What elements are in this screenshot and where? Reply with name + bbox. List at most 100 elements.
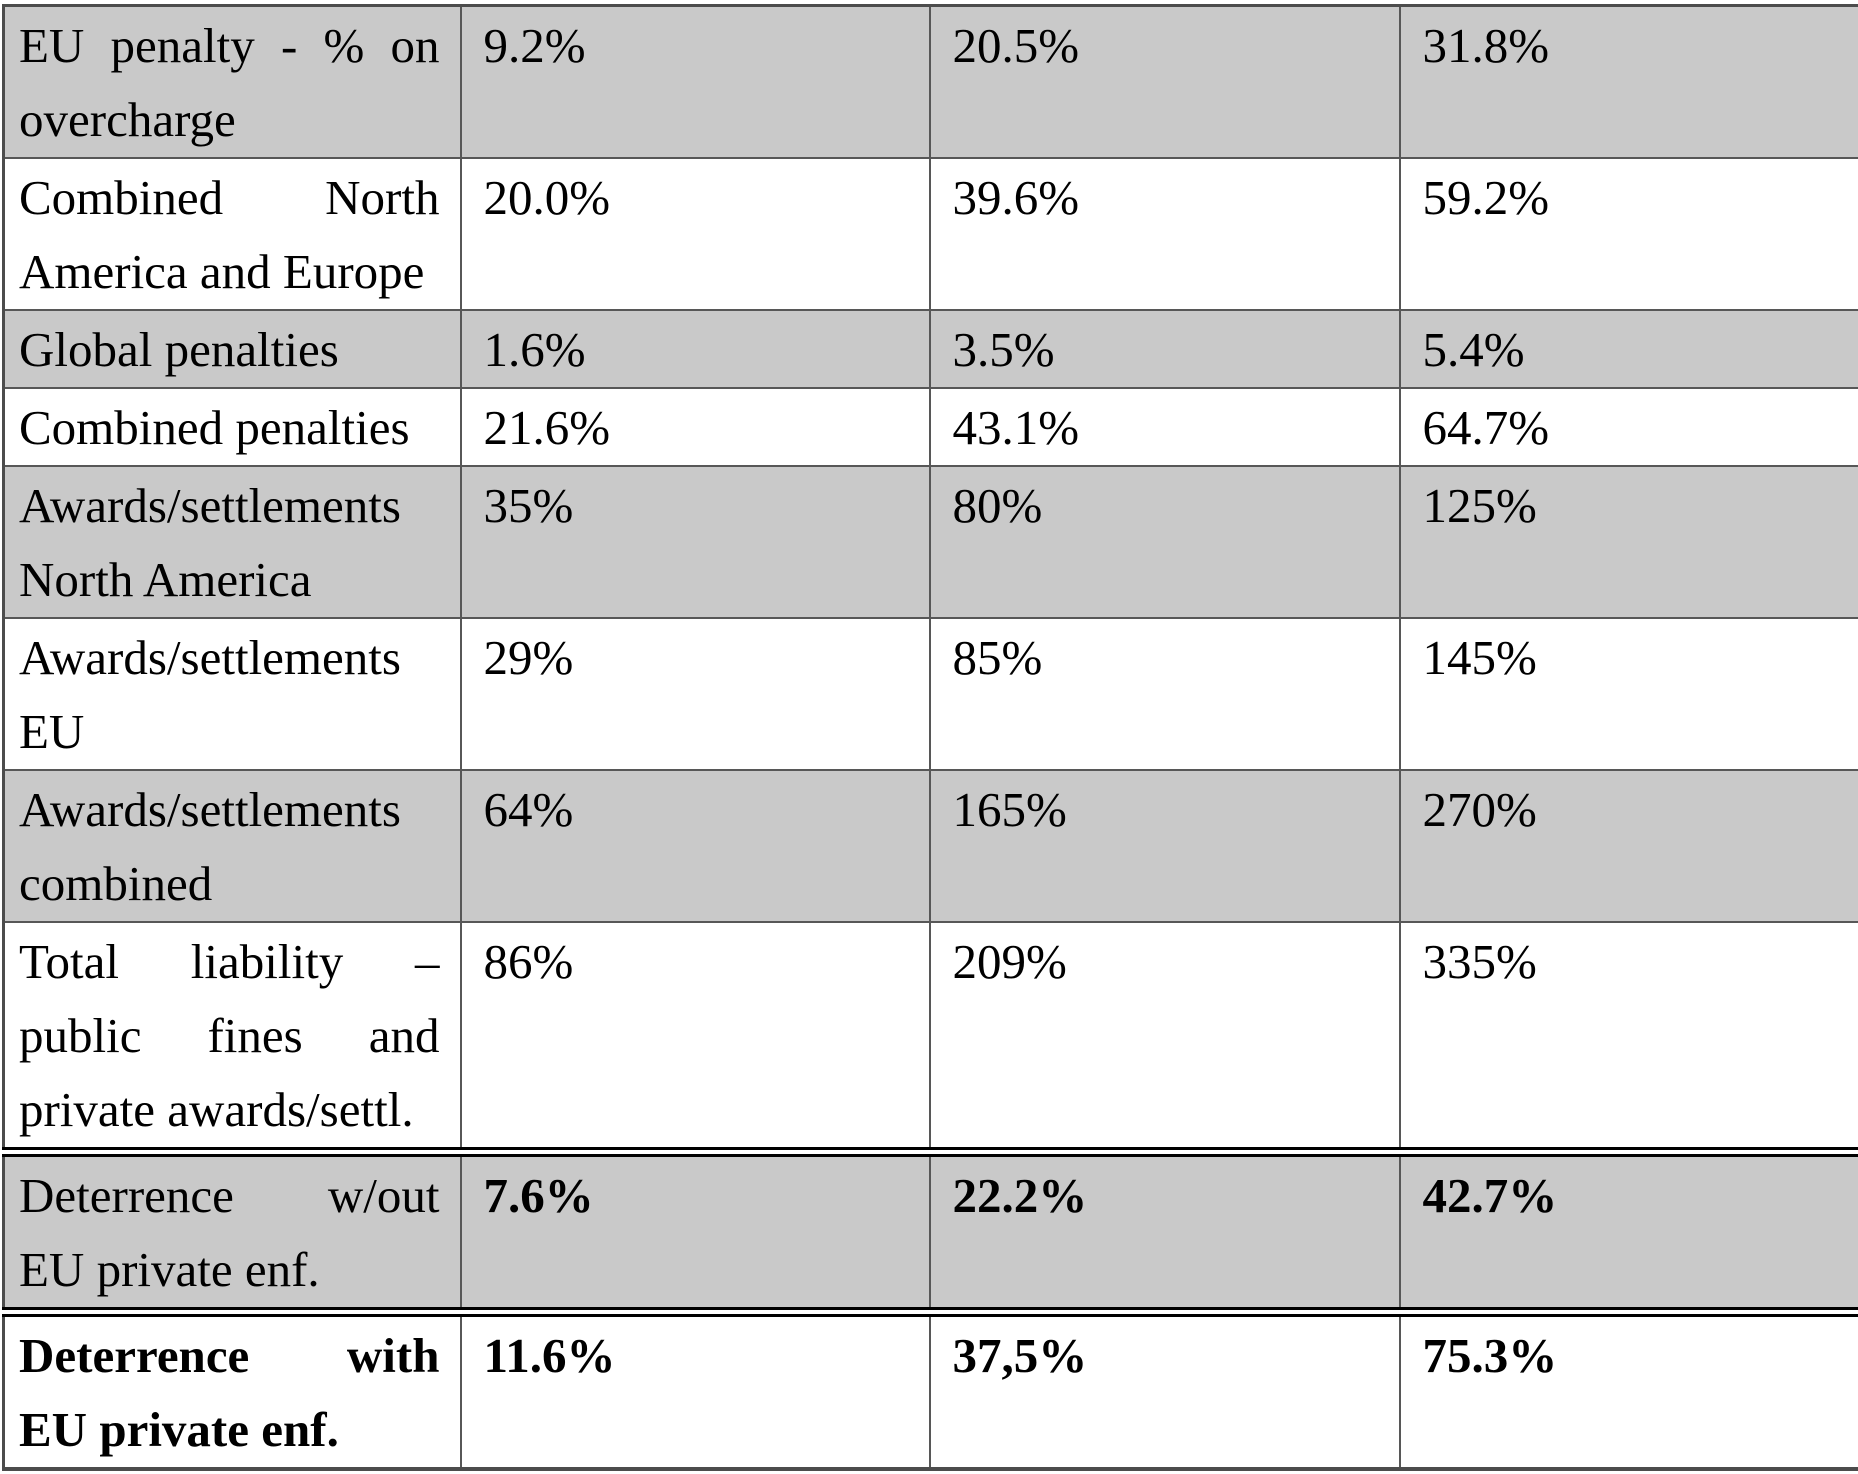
value-cell: 20.0% bbox=[459, 157, 931, 311]
table-row: Awards/settlements North America 35% 80% 125… bbox=[2, 465, 1858, 619]
deterrence-table-body: EU penalty -% on overcharge 9.2% 20.5% 31.8% Com… bbox=[2, 4, 1858, 1470]
label-line: Deterrence w/out bbox=[19, 1162, 440, 1233]
table-row: Combined penalties 21.6% 43.1% 64.7% bbox=[2, 387, 1858, 467]
value-cell: 270% bbox=[1398, 769, 1858, 923]
value-text: 42.7% bbox=[1422, 1168, 1558, 1223]
label-line: Awards/settlements bbox=[19, 469, 440, 543]
label-text: w/out bbox=[327, 1168, 440, 1223]
label-text: and bbox=[368, 1008, 440, 1063]
value-text: 86% bbox=[483, 934, 574, 989]
table-row: Awards/settlements EU 29% 85% 145% bbox=[2, 617, 1858, 771]
row-label: Global penalties bbox=[2, 309, 462, 389]
value-text: 85% bbox=[952, 630, 1043, 685]
value-cell: 22.2% bbox=[928, 1147, 1401, 1313]
label-line: Combined North bbox=[19, 161, 440, 235]
label-line: America and Europe bbox=[19, 235, 440, 308]
value-text: 37,5% bbox=[952, 1328, 1088, 1383]
deterrence-table: EU penalty -% on overcharge 9.2% 20.5% 31.8% Com… bbox=[2, 4, 1858, 1471]
label-line: EU penalty -% on bbox=[19, 9, 440, 83]
value-cell: 39.6% bbox=[928, 157, 1401, 311]
table-row: EU penalty -% on overcharge 9.2% 20.5% 31.8% bbox=[2, 4, 1858, 159]
value-text: 145% bbox=[1422, 630, 1537, 685]
value-text: 20.0% bbox=[483, 170, 611, 225]
value-cell: 59.2% bbox=[1398, 157, 1858, 311]
row-label: Deterrence with EU private enf. bbox=[2, 1307, 462, 1470]
label-text: Deterrence bbox=[19, 1328, 250, 1383]
label-text: % bbox=[323, 18, 365, 73]
table-row: Deterrence w/out EU private enf. 7.6% 22.2% 4… bbox=[2, 1147, 1858, 1313]
value-text: 270% bbox=[1422, 782, 1537, 837]
label-text: liability bbox=[190, 934, 344, 989]
label-text: Deterrence bbox=[19, 1168, 234, 1223]
table-row: Combined North America and Europe 20.0% 39.6… bbox=[2, 157, 1858, 311]
value-text: 43.1% bbox=[952, 400, 1080, 455]
row-label: Combined penalties bbox=[2, 387, 462, 467]
table-row: Deterrence with EU private enf. 11.6% 37,5% 7… bbox=[2, 1307, 1858, 1470]
label-text: with bbox=[346, 1328, 440, 1383]
value-text: 7.6% bbox=[483, 1168, 594, 1223]
value-text: 9.2% bbox=[483, 18, 586, 73]
value-cell: 35% bbox=[459, 465, 931, 619]
value-text: 59.2% bbox=[1422, 170, 1550, 225]
value-text: 80% bbox=[952, 478, 1043, 533]
value-text: 1.6% bbox=[483, 322, 586, 377]
row-label: Deterrence w/out EU private enf. bbox=[2, 1147, 462, 1313]
value-text: 125% bbox=[1422, 478, 1537, 533]
value-text: 335% bbox=[1422, 934, 1537, 989]
row-label: Combined North America and Europe bbox=[2, 157, 462, 311]
value-cell: 64.7% bbox=[1398, 387, 1858, 467]
row-label: Total liability – public fines and private awa… bbox=[2, 921, 462, 1153]
label-text: Combined penalties bbox=[19, 400, 410, 455]
label-text: public bbox=[19, 1008, 142, 1063]
label-line: EU bbox=[19, 695, 440, 768]
label-line: Total liability – bbox=[19, 925, 440, 999]
value-text: 64.7% bbox=[1422, 400, 1550, 455]
value-text: 20.5% bbox=[952, 18, 1080, 73]
label-line: Awards/settlements bbox=[19, 621, 440, 695]
value-cell: 86% bbox=[459, 921, 931, 1153]
value-text: 35% bbox=[483, 478, 574, 533]
label-line: private awards/settl. bbox=[19, 1073, 440, 1147]
label-text: overcharge bbox=[19, 92, 236, 147]
label-line: combined bbox=[19, 847, 440, 920]
label-text: Total bbox=[19, 934, 119, 989]
row-label: Awards/settlements combined bbox=[2, 769, 462, 923]
value-text: 31.8% bbox=[1422, 18, 1550, 73]
value-cell: 64% bbox=[459, 769, 931, 923]
value-text: 22.2% bbox=[952, 1168, 1088, 1223]
value-cell: 209% bbox=[928, 921, 1401, 1153]
value-text: 29% bbox=[483, 630, 574, 685]
label-line: public fines and bbox=[19, 999, 440, 1073]
value-cell: 3.5% bbox=[928, 309, 1401, 389]
label-text: Awards/settlements bbox=[19, 478, 401, 533]
label-text: EU bbox=[19, 704, 85, 759]
table-row: Global penalties 1.6% 3.5% 5.4% bbox=[2, 309, 1858, 389]
row-label: EU penalty -% on overcharge bbox=[2, 4, 462, 159]
label-line: Combined penalties bbox=[19, 391, 440, 464]
label-text: North bbox=[325, 170, 440, 225]
value-cell: 42.7% bbox=[1398, 1147, 1858, 1313]
value-text: 21.6% bbox=[483, 400, 611, 455]
value-cell: 80% bbox=[928, 465, 1401, 619]
label-text: penalty bbox=[110, 18, 255, 73]
row-label: Awards/settlements North America bbox=[2, 465, 462, 619]
label-text: North America bbox=[19, 552, 312, 607]
label-text: – bbox=[415, 934, 440, 989]
label-text: fines bbox=[207, 1008, 303, 1063]
value-cell: 145% bbox=[1398, 617, 1858, 771]
value-text: 64% bbox=[483, 782, 574, 837]
value-cell: 1.6% bbox=[459, 309, 931, 389]
label-text: Global penalties bbox=[19, 322, 339, 377]
label-line: Deterrence with bbox=[19, 1322, 440, 1393]
label-line: Global penalties bbox=[19, 313, 440, 386]
value-cell: 20.5% bbox=[928, 4, 1401, 159]
value-cell: 9.2% bbox=[459, 4, 931, 159]
label-line: North America bbox=[19, 543, 440, 616]
label-text: Combined bbox=[19, 170, 224, 225]
value-cell: 11.6% bbox=[459, 1307, 931, 1470]
label-text: Awards/settlements bbox=[19, 630, 401, 685]
value-cell: 165% bbox=[928, 769, 1401, 923]
value-cell: 29% bbox=[459, 617, 931, 771]
label-line: Awards/settlements bbox=[19, 773, 440, 847]
